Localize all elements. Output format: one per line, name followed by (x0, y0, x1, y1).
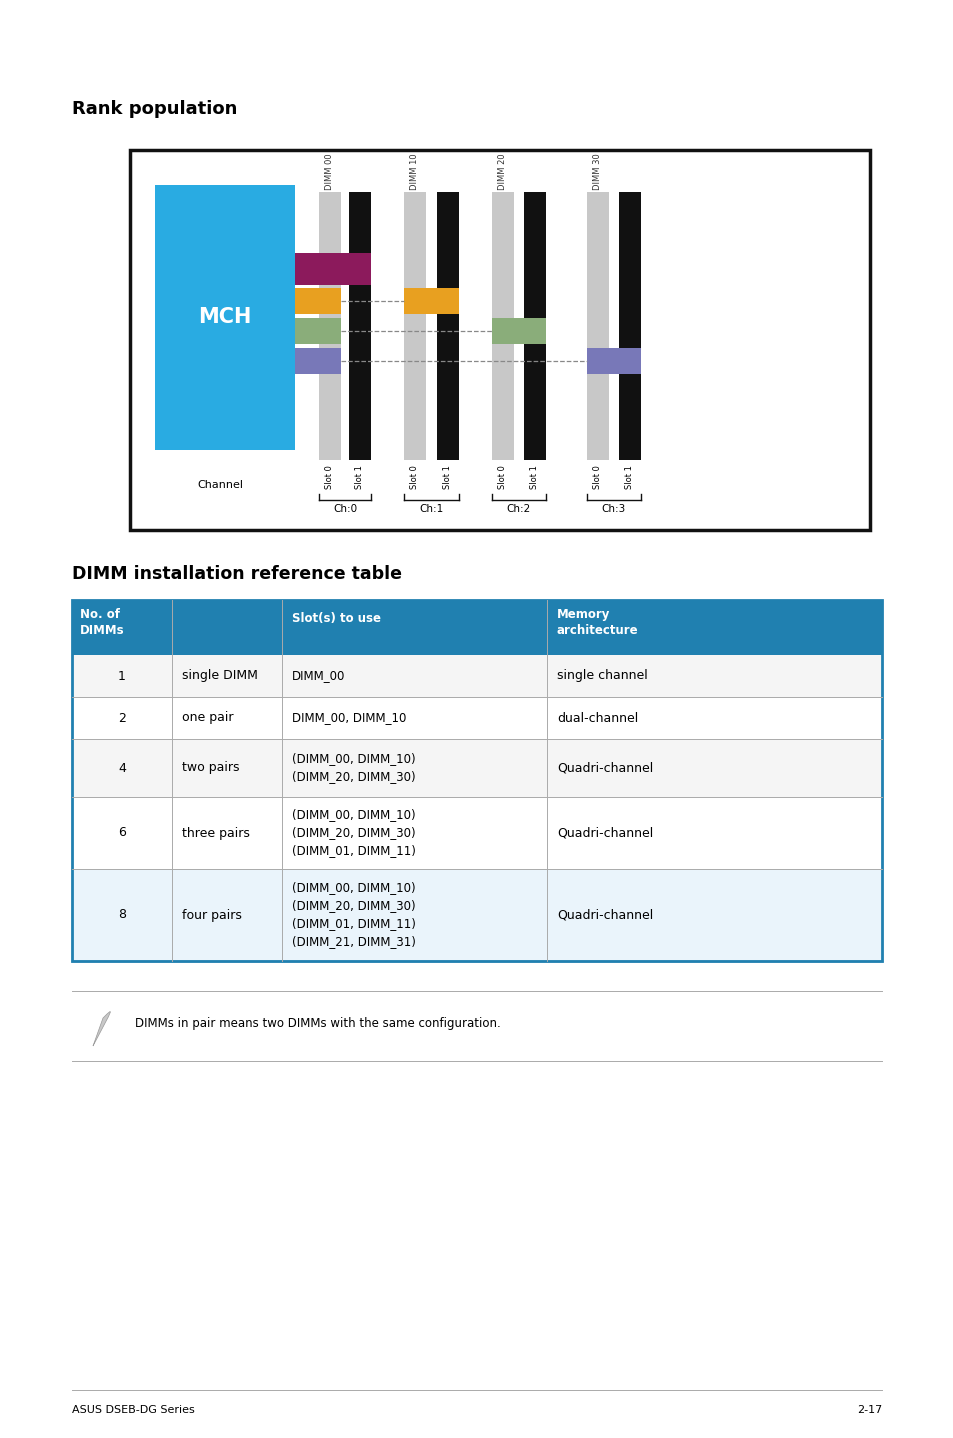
Text: Ch:2: Ch:2 (506, 503, 531, 513)
Bar (294, 318, 340, 344)
Bar (349, 193, 371, 460)
Bar (71, 869, 882, 961)
Text: four pairs: four pairs (182, 909, 242, 922)
Text: 6: 6 (118, 827, 126, 840)
Text: Slot 1: Slot 1 (443, 464, 452, 489)
Text: Rank population: Rank population (71, 101, 237, 118)
Bar (492, 318, 545, 344)
Text: Quadri-channel: Quadri-channel (557, 827, 653, 840)
Bar (71, 654, 882, 697)
Text: dual-channel: dual-channel (557, 712, 638, 725)
Text: DIMM installation reference table: DIMM installation reference table (71, 565, 401, 582)
Text: Slot(s) to use: Slot(s) to use (292, 613, 380, 626)
Text: one pair: one pair (182, 712, 233, 725)
Text: DIMM 21: DIMM 21 (530, 154, 539, 190)
Text: Ch:1: Ch:1 (419, 503, 443, 513)
Bar (586, 193, 608, 460)
Text: Slot 0: Slot 0 (410, 464, 419, 489)
Text: 4: 4 (118, 762, 126, 775)
Text: (DIMM_00, DIMM_10)
(DIMM_20, DIMM_30): (DIMM_00, DIMM_10) (DIMM_20, DIMM_30) (292, 752, 416, 784)
Text: three pairs: three pairs (182, 827, 250, 840)
Text: (DIMM_00, DIMM_10)
(DIMM_20, DIMM_30)
(DIMM_01, DIMM_11)
(DIMM_21, DIMM_31): (DIMM_00, DIMM_10) (DIMM_20, DIMM_30) (D… (292, 881, 416, 949)
Text: DIMM 20: DIMM 20 (498, 154, 507, 190)
Bar (523, 193, 545, 460)
Text: Slot 0: Slot 0 (593, 464, 602, 489)
Bar (71, 739, 882, 797)
Bar (71, 697, 882, 739)
Text: 1: 1 (118, 670, 126, 683)
Bar (436, 193, 458, 460)
Text: Slot 1: Slot 1 (355, 464, 364, 489)
Text: DIMM 30: DIMM 30 (593, 154, 602, 190)
Text: DIMMs in pair means two DIMMs with the same configuration.: DIMMs in pair means two DIMMs with the s… (135, 1018, 500, 1031)
Text: Quadri-channel: Quadri-channel (557, 762, 653, 775)
Bar (71, 600, 882, 654)
Bar (71, 600, 882, 961)
Text: Slot 1: Slot 1 (530, 464, 539, 489)
Bar (294, 253, 371, 285)
Bar (403, 193, 426, 460)
Bar (492, 193, 514, 460)
Text: DIMM 11: DIMM 11 (443, 154, 452, 190)
Text: two pairs: two pairs (182, 762, 239, 775)
Text: DIMM 01: DIMM 01 (355, 154, 364, 190)
Text: Ch:0: Ch:0 (333, 503, 356, 513)
Text: Ch:3: Ch:3 (601, 503, 625, 513)
Bar (586, 348, 640, 374)
Bar (154, 186, 294, 450)
Bar (71, 797, 882, 869)
Text: Memory
architecture: Memory architecture (557, 608, 638, 637)
Bar (318, 193, 340, 460)
Text: DIMM_00: DIMM_00 (292, 670, 345, 683)
Text: DIMM 31: DIMM 31 (625, 154, 634, 190)
Text: Channel: Channel (196, 480, 243, 490)
Text: Slot 1: Slot 1 (625, 464, 634, 489)
Text: single channel: single channel (557, 670, 647, 683)
Bar (294, 348, 340, 374)
Text: (DIMM_00, DIMM_10)
(DIMM_20, DIMM_30)
(DIMM_01, DIMM_11): (DIMM_00, DIMM_10) (DIMM_20, DIMM_30) (D… (292, 808, 416, 857)
PathPatch shape (92, 1011, 111, 1045)
Bar (403, 288, 458, 313)
Bar (130, 150, 869, 531)
Text: No. of
DIMMs: No. of DIMMs (80, 608, 125, 637)
Text: single DIMM: single DIMM (182, 670, 257, 683)
Text: ASUS DSEB-DG Series: ASUS DSEB-DG Series (71, 1405, 194, 1415)
Text: DIMM 10: DIMM 10 (410, 154, 419, 190)
Text: 2-17: 2-17 (856, 1405, 882, 1415)
Text: MCH: MCH (198, 306, 252, 326)
Text: 2: 2 (118, 712, 126, 725)
Bar (618, 193, 640, 460)
Text: Slot 0: Slot 0 (325, 464, 335, 489)
Text: Quadri-channel: Quadri-channel (557, 909, 653, 922)
Bar (294, 288, 340, 313)
Text: Slot 0: Slot 0 (498, 464, 507, 489)
Text: DIMM 00: DIMM 00 (325, 154, 335, 190)
Text: 8: 8 (118, 909, 126, 922)
Text: DIMM_00, DIMM_10: DIMM_00, DIMM_10 (292, 712, 406, 725)
